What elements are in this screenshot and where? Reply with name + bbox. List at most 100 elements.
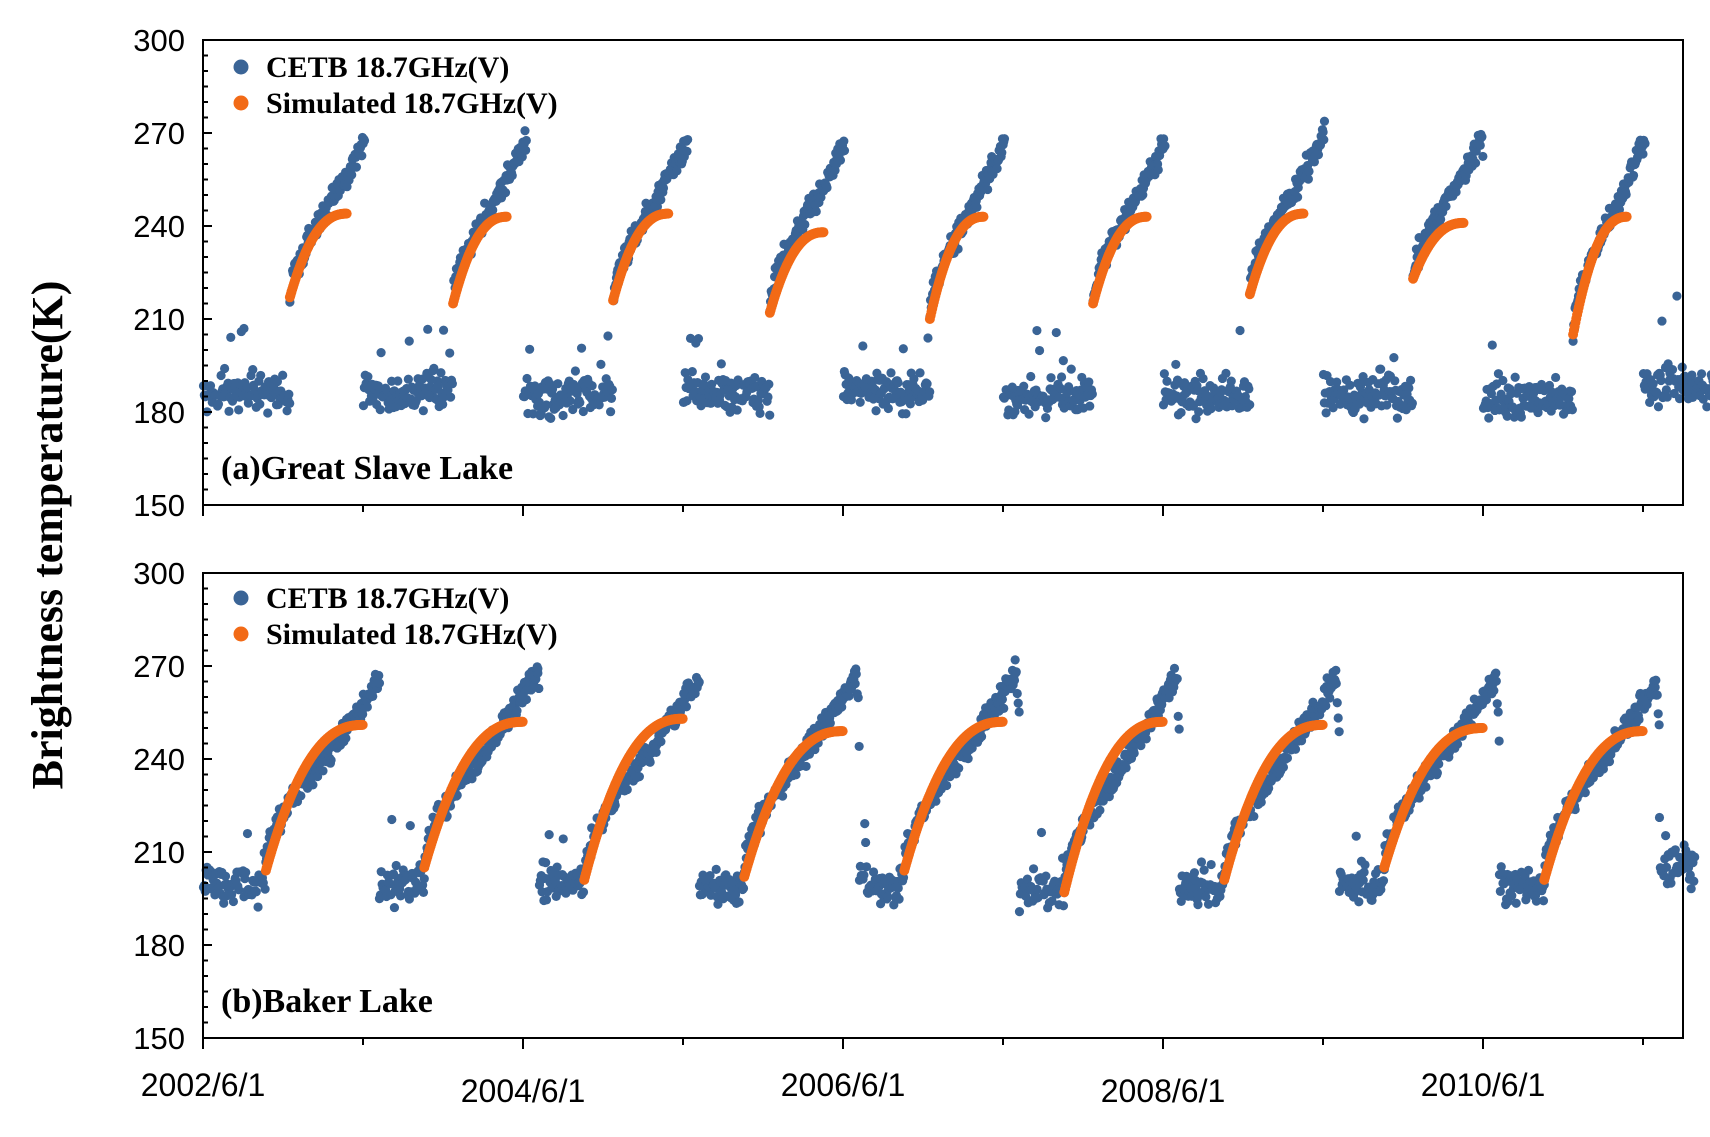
cetb-point [1653, 402, 1664, 412]
cetb-point [1159, 369, 1169, 379]
cetb-point [1193, 385, 1203, 396]
cetb-point [1654, 812, 1665, 823]
cetb-point [607, 385, 617, 395]
cetb-point [1332, 377, 1342, 387]
cetb-point [656, 737, 666, 747]
cetb-point [855, 397, 865, 407]
cetb-point [893, 378, 903, 388]
cetb-point [1638, 149, 1648, 159]
cetb-point [228, 896, 238, 907]
simulated-point [663, 208, 674, 219]
cetb-point [521, 145, 531, 155]
cetb-point [1516, 412, 1526, 422]
cetb-point [1319, 116, 1330, 126]
cetb-point [1194, 407, 1204, 417]
cetb-point [1651, 675, 1661, 685]
cetb-point [1198, 373, 1208, 384]
cetb-point [1019, 381, 1029, 391]
cetb-point [1621, 189, 1631, 200]
cetb-point [732, 405, 742, 415]
cetb-point [1087, 389, 1097, 399]
cetb-point [954, 763, 964, 773]
cetb-point [1657, 316, 1667, 326]
cetb-point [359, 136, 370, 146]
cetb-point [241, 867, 251, 877]
cetb-point [1489, 686, 1499, 696]
cetb-point [393, 376, 403, 386]
cetb-point [1523, 865, 1534, 875]
y-tick-label: 240 [133, 209, 185, 244]
cetb-point [682, 396, 692, 406]
legend-label-cetb: CETB 18.7GHz(V) [266, 51, 509, 84]
cetb-point [658, 183, 669, 193]
y-tick-label: 210 [133, 302, 185, 337]
cetb-point [1334, 727, 1344, 737]
cetb-point [909, 374, 919, 384]
cetb-point [596, 359, 606, 370]
cetb-point [255, 399, 265, 409]
cetb-point [1173, 711, 1183, 721]
cetb-point [694, 677, 704, 687]
cetb-point [622, 784, 632, 795]
cetb-point [1666, 878, 1676, 888]
cetb-point [541, 858, 551, 868]
cetb-point [1654, 720, 1664, 730]
cetb-point [1674, 393, 1685, 404]
cetb-point [1056, 372, 1067, 382]
cetb-point [999, 703, 1009, 714]
legend-label-simulated: Simulated 18.7GHz(V) [266, 87, 558, 120]
cetb-point [1321, 408, 1331, 418]
cetb-point [1492, 699, 1502, 709]
cetb-point [512, 706, 522, 716]
cetb-point [682, 146, 692, 157]
cetb-point [433, 381, 443, 391]
cetb-point [1359, 414, 1369, 424]
cetb-point [894, 894, 904, 904]
cetb-point [558, 834, 568, 844]
cetb-point [576, 343, 587, 353]
cetb-point [1477, 132, 1487, 142]
cetb-point [308, 780, 318, 790]
cetb-point [374, 670, 384, 681]
cetb-point [1533, 407, 1543, 418]
cetb-point [1421, 782, 1431, 792]
cetb-point [672, 166, 682, 176]
cetb-point [901, 409, 911, 419]
cetb-point [603, 331, 613, 341]
cetb-point [681, 702, 692, 712]
cetb-point [707, 379, 717, 389]
cetb-point [1011, 667, 1021, 677]
cetb-point [1313, 150, 1324, 160]
cetb-point [436, 368, 446, 378]
cetb-point [1478, 151, 1488, 162]
cetb-point [1672, 291, 1682, 301]
cetb-point [278, 370, 288, 380]
cetb-point [544, 830, 554, 840]
cetb-point [883, 403, 893, 414]
cetb-point [1441, 201, 1451, 212]
simulated-point [517, 716, 528, 727]
cetb-point [1041, 871, 1051, 881]
cetb-point [1064, 382, 1074, 392]
cetb-point [1058, 356, 1068, 366]
cetb-point [765, 410, 775, 420]
cetb-point [447, 379, 457, 389]
cetb-point [1614, 204, 1625, 215]
cetb-point [839, 136, 849, 146]
cetb-point [1331, 665, 1341, 675]
cetb-point [1580, 787, 1590, 798]
cetb-point [1321, 701, 1331, 711]
cetb-point [1702, 402, 1710, 412]
cetb-point [234, 885, 244, 895]
cetb-point [992, 164, 1002, 174]
cetb-point [1494, 736, 1504, 746]
cetb-point [374, 678, 385, 688]
cetb-point [1244, 384, 1254, 394]
cetb-point [234, 405, 244, 415]
cetb-point [219, 898, 229, 908]
cetb-point [1498, 375, 1508, 386]
cetb-point [438, 399, 448, 409]
cetb-point [1333, 713, 1343, 723]
cetb-point [1193, 900, 1203, 910]
cetb-point [1378, 876, 1389, 886]
